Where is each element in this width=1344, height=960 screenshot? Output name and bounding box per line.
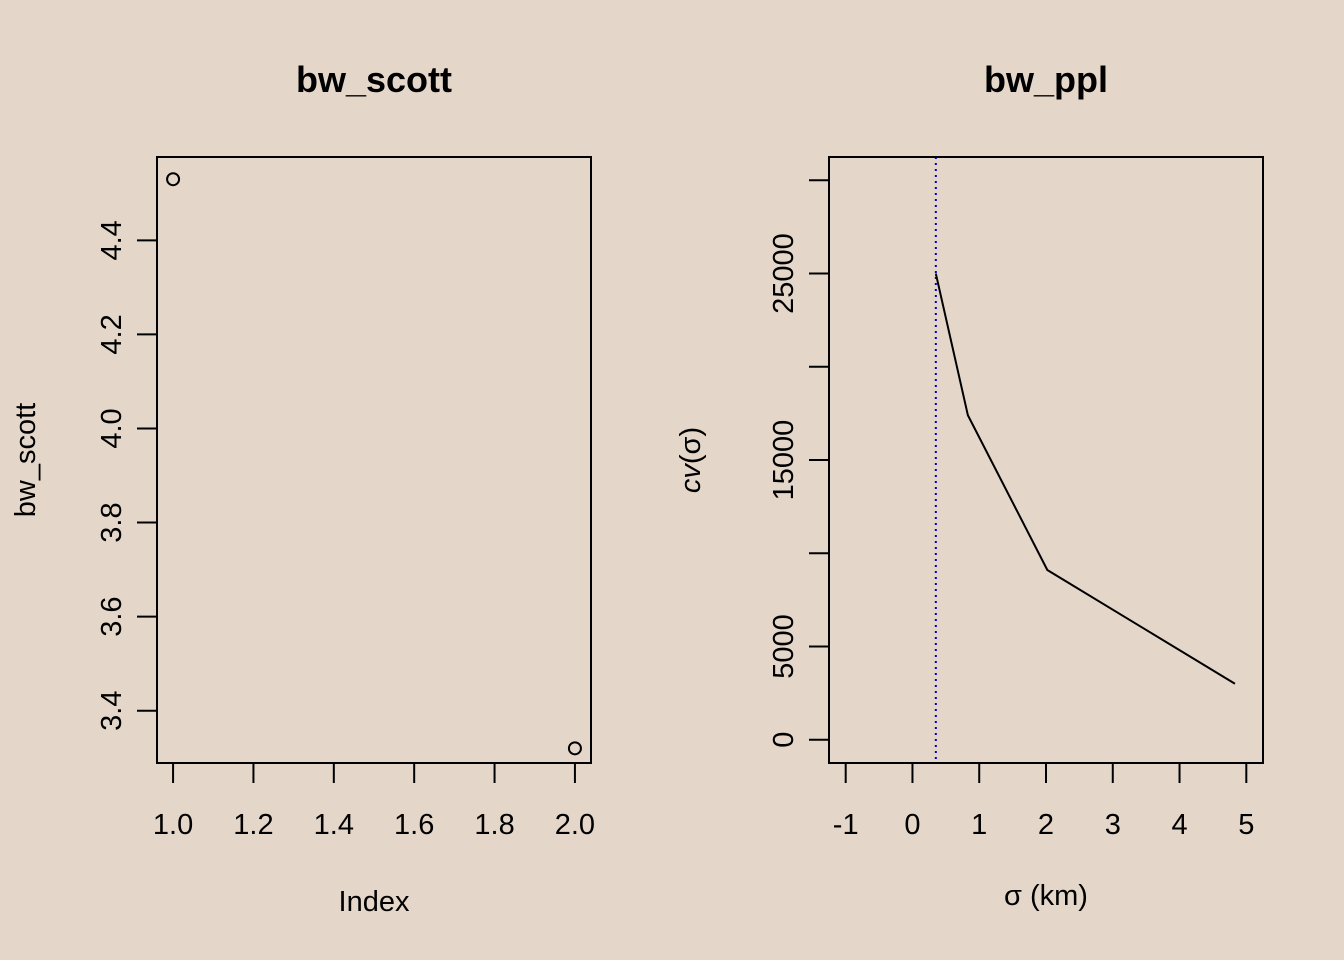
panel-bw-ppl: bw_ppl σ (km) cv(σ) -1 0 1 2 3 4 5 0 5000 15000 2… bbox=[675, 59, 1264, 912]
y-axis-label-func: cv bbox=[675, 463, 707, 494]
x-axis-label: Index bbox=[339, 886, 410, 918]
series-line bbox=[934, 273, 1236, 685]
y-axis-label: cv(σ) bbox=[675, 427, 707, 493]
chart-title: bw_ppl bbox=[984, 59, 1108, 100]
y-tick-label: 15000 bbox=[768, 420, 800, 501]
data-point bbox=[166, 172, 181, 187]
x-tick-label: 1.6 bbox=[394, 809, 434, 841]
x-tick-label: 1.8 bbox=[474, 809, 514, 841]
plot-marks bbox=[166, 172, 582, 756]
y-tick-label: 25000 bbox=[768, 233, 800, 314]
plot-frame bbox=[156, 156, 592, 764]
x-tick-label: 2 bbox=[1038, 809, 1054, 841]
x-tick-label: 4 bbox=[1171, 809, 1187, 841]
y-tick-label: 4.2 bbox=[96, 314, 128, 354]
y-tick-label: 3.6 bbox=[96, 596, 128, 636]
y-tick-label: 4.0 bbox=[96, 408, 128, 448]
y-tick-label: 5000 bbox=[768, 614, 800, 679]
x-axis: 1.0 1.2 1.4 1.6 1.8 2.0 bbox=[153, 762, 595, 841]
x-axis-label: σ (km) bbox=[1004, 880, 1088, 912]
x-tick-label: 1 bbox=[971, 809, 987, 841]
y-tick-label: 3.8 bbox=[96, 502, 128, 542]
x-tick-label: 1.0 bbox=[153, 809, 193, 841]
x-tick-label: 1.4 bbox=[314, 809, 354, 841]
panel-bw-scott: bw_scott Index bw_scott 1.0 1.2 1.4 1.6 1.8 2… bbox=[10, 59, 595, 918]
y-axis-label-arg: σ bbox=[675, 436, 707, 454]
y-tick-label: 0 bbox=[768, 732, 800, 748]
x-tick-label: 2.0 bbox=[555, 809, 595, 841]
x-tick-label: 3 bbox=[1105, 809, 1121, 841]
x-tick-label: -1 bbox=[833, 809, 859, 841]
chart-title: bw_scott bbox=[296, 59, 452, 100]
plot-frame bbox=[828, 156, 1264, 764]
plot-marks bbox=[934, 157, 1236, 763]
y-tick-label: 4.4 bbox=[96, 220, 128, 260]
x-tick-label: 0 bbox=[904, 809, 920, 841]
x-tick-label: 5 bbox=[1238, 809, 1254, 841]
data-point bbox=[567, 741, 582, 756]
y-tick-label: 3.4 bbox=[96, 691, 128, 731]
x-tick-label: 1.2 bbox=[233, 809, 273, 841]
y-axis-label: bw_scott bbox=[10, 403, 42, 517]
